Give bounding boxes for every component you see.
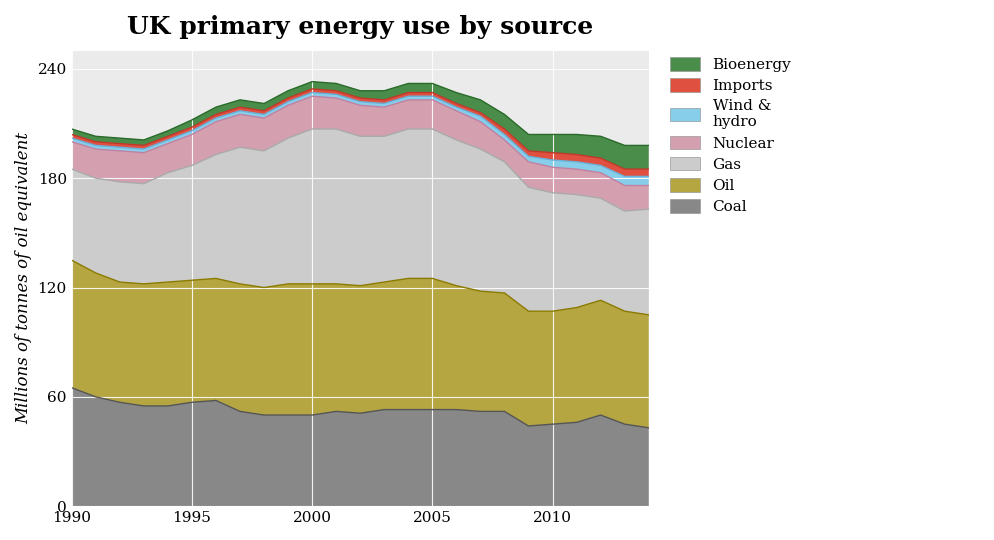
- Legend: Bioenergy, Imports, Wind &
hydro, Nuclear, Gas, Oil, Coal: Bioenergy, Imports, Wind & hydro, Nuclea…: [661, 49, 798, 222]
- Title: UK primary energy use by source: UK primary energy use by source: [127, 15, 592, 39]
- Y-axis label: Millions of tonnes of oil equivalent: Millions of tonnes of oil equivalent: [15, 132, 32, 424]
